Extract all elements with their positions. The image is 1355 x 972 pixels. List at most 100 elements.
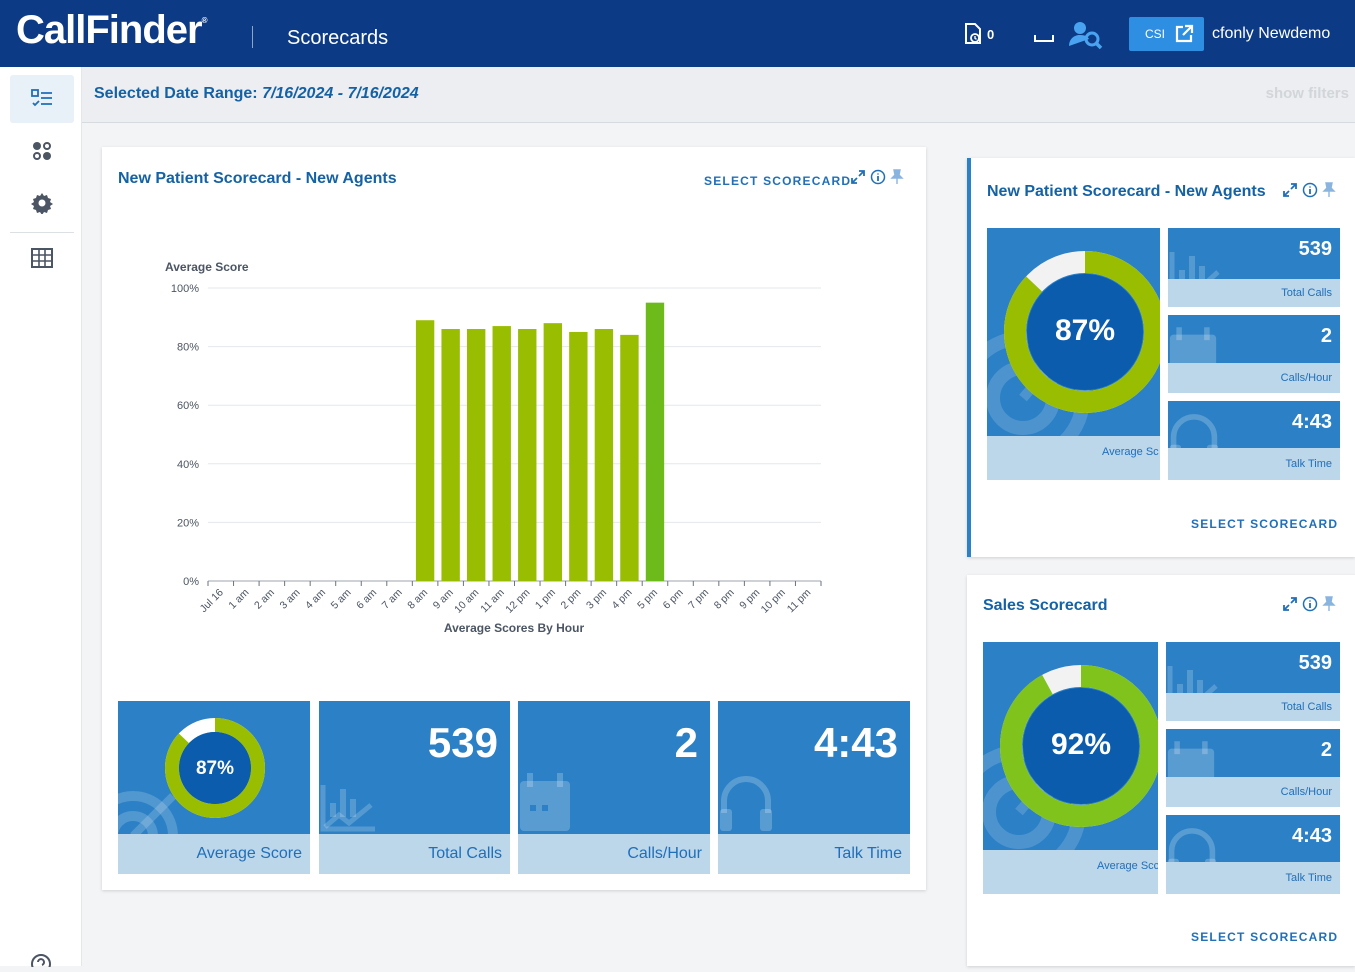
date-range-bar: Selected Date Range: 7/16/2024 - 7/16/20…: [82, 67, 1355, 123]
chart-x-tick-label: 6 am: [354, 586, 379, 611]
callfinder-logo[interactable]: CallFinder®: [16, 8, 207, 53]
sidebar: [0, 67, 82, 972]
total-calls-tile[interactable]: 539 Total Calls: [319, 701, 510, 874]
chart-x-label: Average Scores By Hour: [444, 621, 585, 635]
side-1-calls-hour-tile[interactable]: 2 Calls/Hour: [1168, 315, 1340, 393]
side-1-average-score-tile[interactable]: 87% Average Sc: [987, 228, 1160, 480]
chart-x-tick-label: 8 am: [405, 586, 430, 611]
side-2-talk-time-tile[interactable]: 4:43 Talk Time: [1166, 815, 1340, 894]
notification-count: 0: [987, 26, 995, 42]
side-card-1-actions: [1282, 182, 1336, 198]
chart-x-tick-label: 1 pm: [533, 586, 558, 611]
chart-bar[interactable]: [441, 329, 460, 581]
side-1-total-calls-value: 539: [1298, 238, 1332, 260]
dismiss-button[interactable]: [1033, 30, 1055, 46]
document-clock-icon: [965, 23, 981, 44]
side-1-total-calls-tile[interactable]: 539 Total Calls: [1168, 228, 1340, 307]
side-card-2-title: Sales Scorecard: [983, 597, 1108, 614]
chart-bar[interactable]: [543, 323, 563, 581]
chart-x-tick-label: 12 pm: [503, 586, 532, 615]
side-2-score-donut: [1000, 665, 1158, 827]
talk-time-tile[interactable]: 4:43 Talk Time: [718, 701, 910, 874]
user-name[interactable]: cfonly Newdemo: [1212, 25, 1331, 42]
chart-bar[interactable]: [594, 329, 614, 581]
scheduled-reports-button[interactable]: 0: [963, 23, 994, 45]
sidebar-item-table[interactable]: [10, 234, 74, 282]
chart-x-tick-label: 11 pm: [785, 586, 814, 615]
pin-icon[interactable]: [1322, 182, 1336, 198]
chart-bar[interactable]: [492, 326, 511, 581]
calls-per-hour-label: Calls/Hour: [518, 834, 710, 874]
average-score-tile[interactable]: 87% Average Score: [118, 701, 310, 874]
top-bar: CallFinder® Scorecards 0 CSI cfonly Newd…: [0, 0, 1355, 67]
sidebar-item-workflows[interactable]: [10, 127, 74, 175]
side-2-calls-hour-label: Calls/Hour: [1166, 777, 1340, 807]
chart-x-tick-label: 5 pm: [635, 586, 660, 611]
calls-per-hour-value: 2: [674, 719, 698, 766]
side-2-select-scorecard-button[interactable]: SELECT SCORECARD: [1191, 930, 1339, 944]
side-1-talk-time-tile[interactable]: 4:43 Talk Time: [1168, 401, 1340, 480]
side-1-score-value: 87%: [1054, 314, 1116, 347]
calls-per-hour-tile[interactable]: 2 Calls/Hour: [518, 701, 710, 874]
external-link-icon: [1175, 24, 1194, 43]
chart-bar[interactable]: [415, 320, 435, 581]
chart-bar[interactable]: [645, 302, 665, 581]
side-card-2-actions: [1282, 596, 1336, 612]
side-1-total-calls-label: Total Calls: [1168, 279, 1340, 307]
side-2-average-score-tile[interactable]: 92% Average Scc: [983, 642, 1158, 894]
info-icon[interactable]: [1302, 596, 1318, 612]
chart-y-tick-label: 100%: [171, 283, 199, 295]
side-scorecard-card-1: New Patient Scorecard - New Agents 87% A…: [967, 158, 1355, 557]
page-title: Scorecards: [287, 27, 389, 49]
total-calls-label: Total Calls: [319, 834, 510, 874]
chart-y-tick-label: 40%: [177, 459, 199, 471]
selected-date-range: Selected Date Range: 7/16/2024 - 7/16/20…: [94, 85, 419, 103]
chart-y-tick-label: 0%: [183, 576, 199, 588]
chart-bar[interactable]: [518, 329, 537, 581]
side-1-score-donut: [1004, 251, 1160, 413]
chart-x-tick-label: 10 am: [452, 586, 481, 615]
select-scorecard-button[interactable]: SELECT SCORECARD: [704, 174, 852, 188]
gear-icon: [31, 193, 53, 214]
side-1-talk-time-label: Talk Time: [1168, 448, 1340, 480]
info-icon[interactable]: [1302, 182, 1318, 198]
expand-icon[interactable]: [850, 169, 866, 185]
sidebar-item-scorecards[interactable]: [10, 75, 74, 123]
expand-icon[interactable]: [1282, 596, 1298, 612]
side-2-calls-hour-value: 2: [1320, 739, 1332, 761]
side-2-score-value: 92%: [1050, 728, 1112, 761]
chart-bar[interactable]: [620, 334, 639, 581]
user-search-button[interactable]: [1069, 20, 1103, 53]
chart-x-tick-label: 3 pm: [584, 586, 609, 611]
chart-bar[interactable]: [466, 329, 486, 581]
pin-icon[interactable]: [890, 169, 904, 185]
pin-icon[interactable]: [1322, 596, 1336, 612]
sidebar-item-settings[interactable]: [10, 179, 74, 227]
show-filters-link[interactable]: show filters: [1265, 85, 1349, 102]
side-2-calls-hour-tile[interactable]: 2 Calls/Hour: [1166, 729, 1340, 807]
average-score-chart: Average Score 0%20%40%60%80%100% Jul 16 1…: [165, 260, 822, 635]
checklist-icon: [31, 89, 52, 107]
csi-button[interactable]: CSI: [1129, 17, 1204, 51]
help-button[interactable]: [30, 953, 52, 972]
chart-x-tick-label: 7 pm: [686, 586, 711, 611]
info-icon[interactable]: [870, 169, 886, 185]
side-1-calls-hour-value: 2: [1320, 325, 1332, 347]
expand-icon[interactable]: [1282, 182, 1298, 198]
date-range-value: 7/16/2024 - 7/16/2024: [262, 85, 419, 102]
chart-x-tick-label: 10 pm: [759, 586, 788, 615]
logo-registered-mark: ®: [201, 16, 208, 25]
average-score-donut: [165, 718, 265, 818]
main-card-title: New Patient Scorecard - New Agents: [118, 170, 397, 187]
side-1-talk-time-value: 4:43: [1291, 411, 1332, 433]
side-2-total-calls-tile[interactable]: 539 Total Calls: [1166, 642, 1340, 721]
side-1-select-scorecard-button[interactable]: SELECT SCORECARD: [1191, 517, 1339, 531]
side-2-talk-time-label: Talk Time: [1166, 862, 1340, 894]
chart-bar[interactable]: [569, 331, 588, 581]
side-2-talk-time-value: 4:43: [1291, 825, 1332, 847]
main-card-actions: [850, 169, 904, 185]
chart-x-tick-label: 11 am: [478, 586, 507, 615]
average-score-value: 87%: [195, 758, 235, 779]
talk-time-label: Talk Time: [718, 834, 910, 874]
total-calls-value: 539: [427, 719, 498, 766]
